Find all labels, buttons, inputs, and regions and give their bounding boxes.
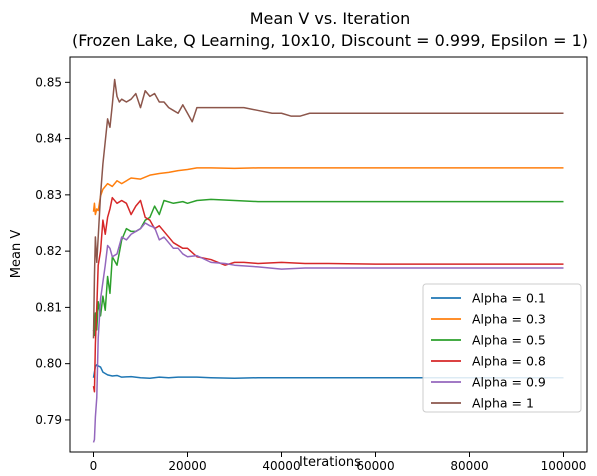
series-line-alpha-0-5 [92, 198, 564, 337]
series-line-alpha-0-8 [92, 196, 564, 393]
chart-title: Mean V vs. Iteration [250, 9, 411, 28]
legend-box [422, 283, 582, 413]
axes [69, 56, 588, 453]
x-tick-label: 40000 [262, 459, 300, 473]
y-axis-ticks: 0.79 0.80 0.81 0.82 0.83 0.84 0.85 [35, 75, 70, 427]
y-tick-label: 0.80 [35, 357, 62, 371]
series-line-alpha-0-3 [92, 167, 564, 216]
y-tick-label: 0.82 [35, 244, 62, 258]
x-tick-label: 20000 [168, 459, 206, 473]
y-tick-label: 0.85 [35, 75, 62, 89]
legend-label: Alpha = 0.3 [472, 312, 546, 327]
y-tick-label: 0.84 [35, 132, 62, 146]
chart-subtitle: (Frozen Lake, Q Learning, 10x10, Discoun… [72, 31, 588, 50]
x-tick-label: 80000 [450, 459, 488, 473]
x-axis-ticks: 0 20000 40000 60000 80000 100000 [90, 452, 587, 473]
y-tick-label: 0.79 [35, 413, 62, 427]
legend-label: Alpha = 0.9 [472, 375, 546, 390]
x-tick-label: 0 [90, 459, 98, 473]
x-tick-label: 100000 [541, 459, 587, 473]
plot-frame [69, 56, 588, 453]
y-axis-label: Mean V [9, 230, 24, 279]
y-tick-label: 0.81 [35, 300, 62, 314]
x-tick-label: 60000 [356, 459, 394, 473]
plot-lines [92, 78, 564, 443]
x-axis-label: Iterations [299, 455, 361, 470]
series-line-alpha-0-9 [92, 222, 564, 443]
y-tick-label: 0.83 [35, 188, 62, 202]
legend-label: Alpha = 0.5 [472, 333, 546, 348]
legend-label: Alpha = 0.8 [472, 354, 546, 369]
series-line-alpha-0-1 [92, 364, 564, 380]
legend-label: Alpha = 1 [472, 396, 534, 411]
series-line-alpha-1 [92, 78, 564, 339]
legend: Alpha = 0.1 Alpha = 0.3 Alpha = 0.5 Alpha =… [422, 283, 582, 413]
legend-label: Alpha = 0.1 [472, 291, 546, 306]
